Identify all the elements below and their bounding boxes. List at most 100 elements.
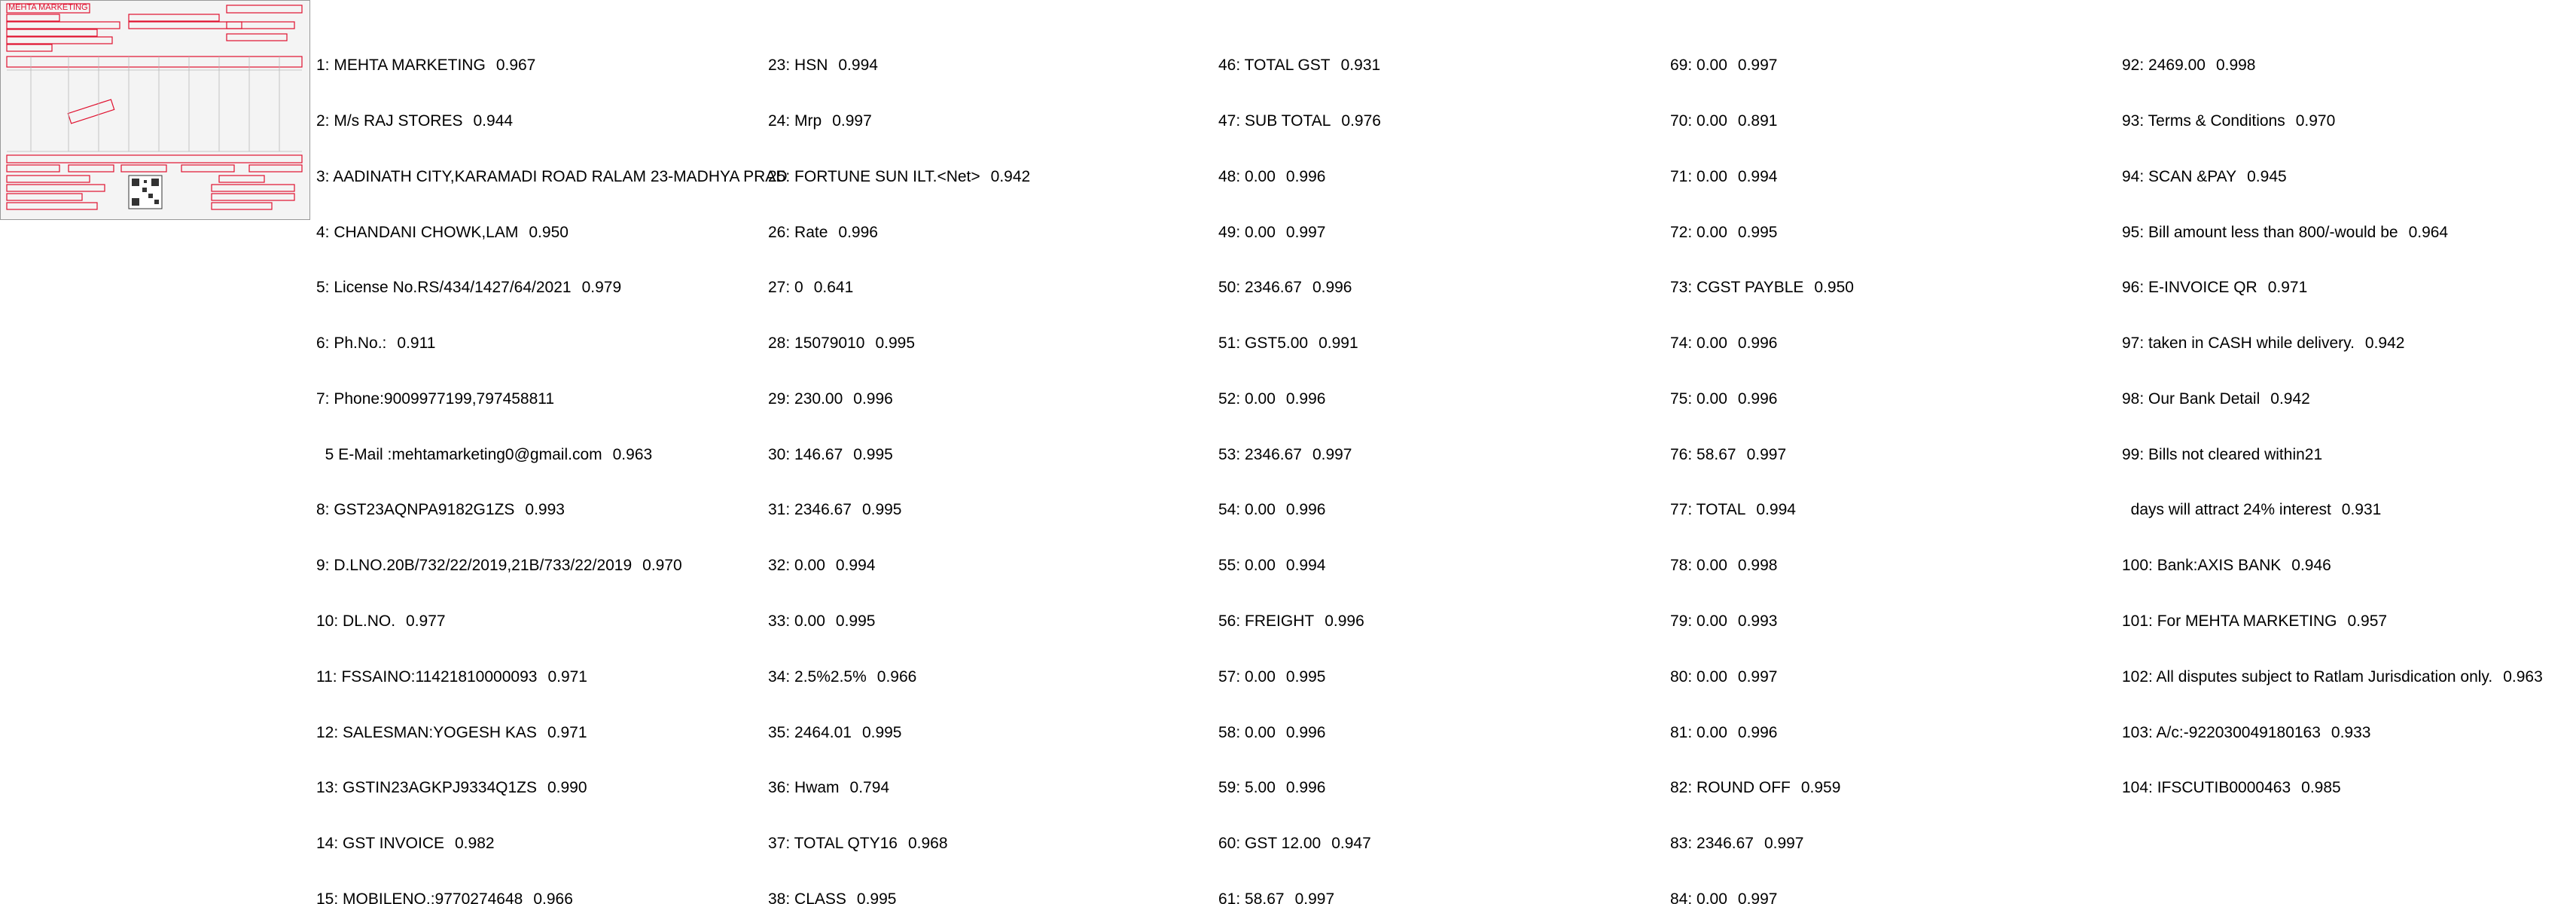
ocr-confidence: 0.996 <box>1285 389 1326 408</box>
ocr-line: 102: All disputes subject to Ratlam Juri… <box>2122 668 2543 687</box>
thumbnail-header-text: MEHTA MARKETING <box>8 3 88 12</box>
ocr-line: 84: 0.00 0.997 <box>1670 890 2088 904</box>
ocr-text: 4: CHANDANI CHOWK,LAM <box>316 223 519 241</box>
ocr-confidence: 0.996 <box>1737 389 1778 408</box>
ocr-confidence: 0.994 <box>1285 557 1326 575</box>
ocr-text: 50: 2346.67 <box>1218 279 1302 297</box>
ocr-text: 12: SALESMAN:YOGESH KAS <box>316 723 537 741</box>
ocr-confidence: 0.996 <box>853 389 893 408</box>
ocr-text: 92: 2469.00 <box>2122 56 2206 75</box>
ocr-line: 50: 2346.67 0.996 <box>1218 279 1401 298</box>
ocr-line: 55: 0.00 0.994 <box>1218 557 1401 576</box>
ocr-confidence: 0.976 <box>1341 111 1381 130</box>
ocr-confidence: 0.985 <box>2301 779 2341 797</box>
ocr-text: 38: CLASS <box>768 890 846 904</box>
ocr-text: 37: TOTAL QTY16 <box>768 835 898 853</box>
ocr-text: 59: 5.00 <box>1218 779 1276 797</box>
ocr-text: 33: 0.00 <box>768 612 825 630</box>
ocr-line: 8: GST23AQNPA9182G1ZS 0.993 <box>316 501 787 520</box>
ocr-confidence: 0.997 <box>1746 445 1787 463</box>
ocr-confidence: 0.995 <box>853 445 893 463</box>
ocr-text: 97: taken in CASH while delivery. <box>2122 334 2355 353</box>
ocr-confidence: 0.942 <box>2270 389 2310 408</box>
ocr-line: 13: GSTIN23AGKPJ9334Q1ZS 0.990 <box>316 779 787 798</box>
ocr-confidence: 0.997 <box>1294 890 1335 904</box>
ocr-line: 31: 2346.67 0.995 <box>768 501 1030 520</box>
ocr-confidence: 0.942 <box>990 167 1031 185</box>
ocr-text: 99: Bills not cleared within21 <box>2122 445 2323 463</box>
ocr-line: 76: 58.67 0.997 <box>1670 446 2088 465</box>
ocr-line: 71: 0.00 0.994 <box>1670 168 2088 187</box>
ocr-line: 72: 0.00 0.995 <box>1670 224 2088 243</box>
ocr-text: 83: 2346.67 <box>1670 835 1754 853</box>
ocr-line: 14: GST INVOICE 0.982 <box>316 835 787 854</box>
ocr-confidence: 0.991 <box>1318 334 1358 353</box>
ocr-line: 4: CHANDANI CHOWK,LAM 0.950 <box>316 224 787 243</box>
ocr-text: 9: D.LNO.20B/732/22/2019,21B/733/22/2019 <box>316 557 633 575</box>
ocr-line: 9: D.LNO.20B/732/22/2019,21B/733/22/2019… <box>316 557 787 576</box>
ocr-confidence: 0.911 <box>397 334 436 353</box>
ocr-text: 101: For MEHTA MARKETING <box>2122 612 2337 630</box>
ocr-confidence: 0.995 <box>875 334 916 353</box>
ocr-confidence: 0.993 <box>1737 612 1778 630</box>
ocr-line: 1: MEHTA MARKETING 0.967 <box>316 56 787 75</box>
ocr-text: 8: GST23AQNPA9182G1ZS <box>316 501 515 519</box>
ocr-text: 2: M/s RAJ STORES <box>316 111 463 130</box>
ocr-line: 30: 146.67 0.995 <box>768 446 1030 465</box>
ocr-text: 34: 2.5%2.5% <box>768 667 867 686</box>
ocr-text: 14: GST INVOICE <box>316 835 444 853</box>
ocr-text: 55: 0.00 <box>1218 557 1276 575</box>
ocr-confidence: 0.995 <box>861 723 902 741</box>
ocr-confidence: 0.998 <box>1737 557 1778 575</box>
ocr-line: 33: 0.00 0.995 <box>768 612 1030 631</box>
ocr-confidence: 0.971 <box>547 667 587 686</box>
ocr-text: 102: All disputes subject to Ratlam Juri… <box>2122 667 2493 686</box>
ocr-text: 76: 58.67 <box>1670 445 1736 463</box>
ocr-confidence: 0.995 <box>1285 667 1326 686</box>
ocr-text: 7: Phone:9009977199,797458811 <box>316 389 555 408</box>
ocr-text: 32: 0.00 <box>768 557 825 575</box>
ocr-confidence: 0.968 <box>907 835 948 853</box>
ocr-confidence: 0.995 <box>861 501 902 519</box>
ocr-text: 104: IFSCUTIB0000463 <box>2122 779 2291 797</box>
ocr-confidence: 0.996 <box>1325 612 1364 630</box>
ocr-confidence: 0.996 <box>1737 723 1778 741</box>
ocr-confidence: 0.996 <box>1285 501 1326 519</box>
ocr-text: days will attract 24% interest <box>2122 501 2331 519</box>
ocr-text: 6: Ph.No.: <box>316 334 387 353</box>
ocr-text: 51: GST5.00 <box>1218 334 1309 353</box>
ocr-confidence: 0.891 <box>1737 111 1778 130</box>
ocr-line: 58: 0.00 0.996 <box>1218 724 1401 743</box>
ocr-confidence: 0.994 <box>1737 167 1778 185</box>
ocr-column-3: 46: TOTAL GST 0.931 47: SUB TOTAL 0.976 48… <box>1218 20 1401 904</box>
ocr-confidence: 0.994 <box>838 56 878 75</box>
ocr-line: 81: 0.00 0.996 <box>1670 724 2088 743</box>
ocr-text: 60: GST 12.00 <box>1218 835 1322 853</box>
ocr-confidence: 0.995 <box>1737 223 1778 241</box>
ocr-text: 79: 0.00 <box>1670 612 1727 630</box>
ocr-line: 75: 0.00 0.996 <box>1670 390 2088 409</box>
ocr-text: 52: 0.00 <box>1218 389 1276 408</box>
ocr-text: 35: 2464.01 <box>768 723 852 741</box>
ocr-confidence: 0.997 <box>1737 890 1778 904</box>
ocr-text: 78: 0.00 <box>1670 557 1727 575</box>
ocr-line: 49: 0.00 0.997 <box>1218 224 1401 243</box>
ocr-line: 3: AADINATH CITY,KARAMADI ROAD RALAM 23-… <box>316 168 787 187</box>
ocr-line: 103: A/c:-922030049180163 0.933 <box>2122 724 2543 743</box>
ocr-line: 34: 2.5%2.5% 0.966 <box>768 668 1030 687</box>
ocr-confidence: 0.997 <box>1764 835 1804 853</box>
ocr-column-1: 1: MEHTA MARKETING 0.967 2: M/s RAJ STORE… <box>316 20 787 904</box>
ocr-text: 15: MOBILENO.:9770274648 <box>316 890 523 904</box>
ocr-line: 29: 230.00 0.996 <box>768 390 1030 409</box>
ocr-text: 71: 0.00 <box>1670 167 1727 185</box>
ocr-line: 6: Ph.No.: 0.911 <box>316 334 787 353</box>
ocr-line: 77: TOTAL 0.994 <box>1670 501 2088 520</box>
ocr-confidence: 0.994 <box>1756 501 1796 519</box>
ocr-line: 97: taken in CASH while delivery. 0.942 <box>2122 334 2543 353</box>
ocr-line: 59: 5.00 0.996 <box>1218 779 1401 798</box>
ocr-confidence: 0.957 <box>2347 612 2388 630</box>
ocr-confidence: 0.966 <box>533 890 573 904</box>
ocr-line: 96: E-INVOICE QR 0.971 <box>2122 279 2543 298</box>
ocr-line: 56: FREIGHT 0.996 <box>1218 612 1401 631</box>
ocr-line: 92: 2469.00 0.998 <box>2122 56 2543 75</box>
